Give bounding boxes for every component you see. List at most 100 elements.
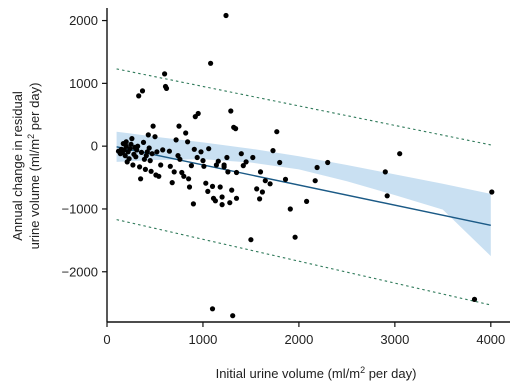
data-point — [257, 196, 263, 202]
data-point — [224, 154, 230, 161]
y-tick-label: 0 — [91, 139, 98, 154]
data-point — [259, 189, 265, 195]
data-point — [138, 176, 144, 182]
prediction-interval-lower-line — [116, 219, 491, 306]
prediction-interval-upper-line — [116, 68, 491, 146]
data-point — [185, 139, 191, 145]
data-point — [166, 148, 172, 154]
data-point — [304, 198, 310, 204]
data-point — [212, 198, 218, 204]
data-point — [133, 154, 139, 160]
data-point — [147, 158, 153, 164]
data-point — [471, 296, 478, 302]
data-point — [206, 146, 212, 152]
y-tick-label: −2000 — [61, 264, 98, 279]
data-point — [250, 154, 256, 161]
data-point — [217, 184, 223, 190]
data-point — [171, 169, 177, 175]
data-point — [173, 137, 179, 143]
data-point — [219, 194, 225, 200]
y-axis-title-line-1: Annual change in residual — [10, 91, 25, 241]
y-axis-title-line-2: urine volume (ml/m2 per day) — [26, 83, 42, 250]
data-point — [142, 166, 148, 172]
prediction-interval — [116, 68, 491, 306]
data-point — [139, 88, 146, 94]
data-point — [123, 143, 129, 149]
data-point — [223, 12, 229, 19]
data-point — [160, 147, 166, 153]
data-point — [209, 306, 216, 312]
data-point — [489, 189, 495, 195]
x-tick-label: 0 — [103, 332, 110, 347]
data-point — [167, 163, 173, 169]
data-point — [200, 158, 206, 164]
data-point — [233, 169, 240, 176]
data-point — [257, 169, 264, 175]
data-point — [186, 176, 192, 182]
y-tick-label: 1000 — [69, 76, 98, 91]
data-point — [126, 156, 132, 162]
y-axis-title-group: Annual change in residual urine volume (… — [10, 83, 42, 250]
data-point — [140, 139, 147, 145]
data-point — [195, 110, 201, 117]
data-point — [267, 181, 273, 187]
data-point — [177, 156, 183, 162]
data-point — [128, 141, 134, 147]
data-points — [115, 12, 495, 319]
data-point — [254, 186, 260, 192]
data-point — [150, 123, 156, 129]
x-axis-title: Initial urine volume (ml/m2 per day) — [216, 365, 417, 381]
data-point — [169, 180, 175, 186]
y-axis-ticks: −2000 −1000 0 1000 2000 — [61, 13, 107, 279]
axes: 0 1000 2000 3000 4000 −2000 −1000 0 1000 2000 — [61, 8, 510, 347]
data-point — [221, 162, 227, 168]
data-point — [201, 163, 207, 169]
data-point — [181, 173, 187, 179]
data-point — [233, 126, 239, 132]
data-point — [183, 130, 189, 136]
data-point — [156, 173, 162, 179]
data-point — [198, 149, 204, 155]
data-point — [215, 158, 221, 164]
data-point — [233, 195, 240, 201]
data-point — [274, 129, 280, 135]
data-point — [292, 234, 298, 240]
data-point — [262, 178, 268, 184]
data-point — [219, 202, 225, 208]
data-point — [158, 162, 164, 168]
data-point — [148, 168, 154, 174]
data-point — [397, 151, 403, 157]
data-point — [314, 164, 320, 171]
data-point — [176, 123, 182, 129]
x-tick-label: 4000 — [476, 332, 505, 347]
data-point — [127, 146, 133, 152]
data-point — [229, 187, 235, 193]
y-tick-label: 2000 — [69, 13, 98, 28]
data-point — [188, 163, 194, 169]
x-tick-label: 2000 — [284, 332, 313, 347]
data-point — [225, 169, 231, 175]
data-point — [243, 159, 249, 165]
data-point — [287, 206, 293, 212]
data-point — [194, 154, 200, 161]
data-point — [149, 151, 155, 157]
data-point — [240, 163, 246, 169]
data-point — [129, 136, 135, 142]
data-point — [137, 164, 143, 170]
data-point — [154, 149, 160, 155]
data-point — [123, 139, 129, 145]
data-point — [228, 108, 234, 114]
data-point — [145, 132, 151, 138]
data-point — [238, 151, 244, 157]
data-point — [152, 134, 158, 140]
data-point — [162, 71, 168, 77]
data-point — [282, 176, 289, 182]
data-point — [270, 148, 276, 154]
data-point — [190, 201, 196, 207]
x-axis-ticks: 0 1000 2000 3000 4000 — [103, 322, 505, 347]
data-point — [203, 180, 209, 186]
y-tick-label: −1000 — [61, 201, 98, 216]
x-tick-label: 1000 — [188, 332, 217, 347]
data-point — [312, 178, 318, 184]
